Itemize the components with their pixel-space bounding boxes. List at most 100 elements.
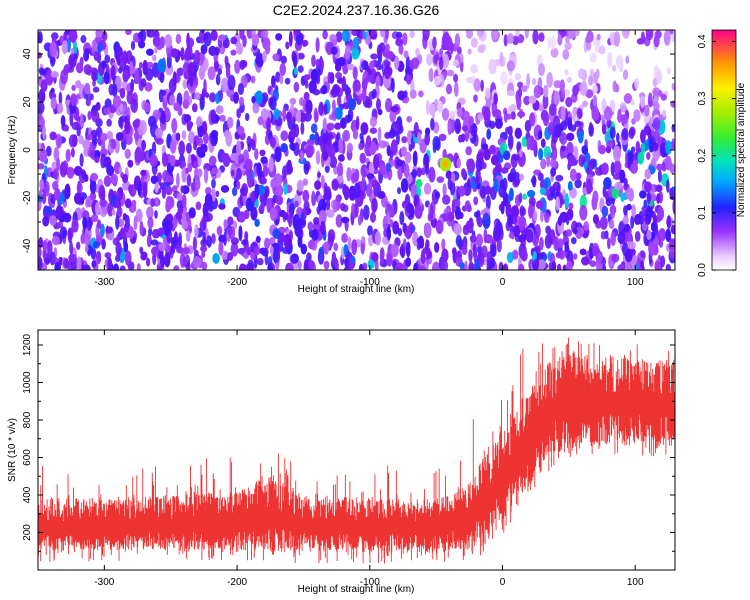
heatmap-cell	[509, 103, 517, 113]
heatmap-cell	[233, 91, 239, 104]
heatmap-cell	[418, 265, 426, 270]
heatmap-cell	[574, 30, 580, 37]
heatmap-cell	[270, 178, 276, 189]
heatmap-cell	[142, 182, 148, 198]
heatmap-cell	[125, 30, 132, 35]
heatmap-cell	[540, 158, 547, 170]
heatmap-cell	[158, 242, 166, 252]
heatmap-cell	[218, 34, 227, 41]
heatmap-cell	[496, 237, 502, 253]
heatmap-cell	[93, 50, 99, 61]
heatmap-cell	[130, 40, 136, 51]
heatmap-cell	[42, 124, 46, 140]
heatmap-cell	[456, 158, 461, 169]
heatmap-cell	[566, 132, 575, 141]
heatmap-cell	[460, 133, 466, 143]
y-tick-label: 600	[22, 449, 33, 466]
heatmap-cell	[603, 177, 612, 190]
heatmap-cell	[662, 109, 667, 118]
heatmap-cell	[348, 98, 356, 111]
heatmap-cell	[157, 58, 166, 73]
heatmap-cell	[193, 160, 199, 169]
heatmap-cell	[50, 71, 59, 78]
heatmap-cell	[342, 102, 350, 110]
heatmap-cell	[279, 73, 284, 85]
heatmap-cell	[52, 235, 60, 246]
heatmap-cell	[42, 240, 48, 251]
heatmap-cell	[473, 78, 481, 92]
heatmap-cell	[441, 107, 450, 121]
heatmap-cell	[432, 36, 437, 49]
heatmap-cell	[425, 99, 430, 116]
heatmap-x-label: Height of straight line (km)	[298, 284, 415, 295]
heatmap-cell	[155, 137, 164, 145]
heatmap-cell	[500, 201, 505, 215]
heatmap-cell	[557, 34, 563, 46]
heatmap-cell	[254, 148, 259, 160]
heatmap-cell	[589, 260, 597, 268]
heatmap-cell	[119, 265, 126, 270]
heatmap-cell	[297, 52, 305, 60]
heatmap-cell	[154, 197, 160, 207]
heatmap-cell	[588, 75, 594, 86]
heatmap-cell	[332, 199, 338, 213]
heatmap-cell	[345, 86, 351, 96]
heatmap-cell	[622, 69, 629, 81]
heatmap-cell	[533, 85, 542, 99]
heatmap-cell	[259, 149, 266, 156]
heatmap-cell	[454, 81, 459, 97]
heatmap-cell	[614, 181, 623, 191]
heatmap-cell	[197, 137, 204, 147]
heatmap-cell	[260, 201, 265, 215]
heatmap-cell	[212, 253, 220, 264]
heatmap-cell	[461, 168, 467, 179]
heatmap-cell	[197, 125, 204, 138]
heatmap-cell	[175, 33, 182, 44]
heatmap-cell	[196, 146, 203, 156]
heatmap-cell	[625, 250, 633, 263]
heatmap-cell	[613, 159, 622, 175]
heatmap-cell	[122, 213, 128, 221]
heatmap-cell	[192, 236, 197, 251]
heatmap-cell	[51, 36, 57, 44]
heatmap-cell	[176, 246, 184, 254]
heatmap-cell	[441, 259, 449, 270]
heatmap-cell	[313, 107, 318, 124]
heatmap-cell	[286, 159, 292, 174]
heatmap-cell	[648, 136, 654, 153]
y-tick-label: 20	[22, 96, 33, 108]
heatmap-cell	[550, 47, 559, 58]
heatmap-cell	[524, 120, 532, 133]
heatmap-cell	[402, 222, 407, 234]
heatmap-cell	[379, 164, 388, 175]
heatmap-cell	[363, 204, 370, 221]
heatmap-cell	[517, 81, 524, 89]
heatmap-cell	[550, 167, 556, 177]
heatmap-cell	[481, 162, 487, 170]
heatmap-cell	[226, 116, 234, 129]
heatmap-cell	[366, 74, 373, 83]
heatmap-cell	[311, 228, 319, 241]
heatmap-cell	[61, 40, 68, 55]
heatmap-cell	[505, 126, 511, 134]
heatmap-cell	[506, 251, 514, 264]
heatmap-cell	[344, 44, 351, 60]
heatmap-cell	[325, 198, 331, 211]
heatmap-cell	[503, 113, 513, 120]
heatmap-cell	[115, 241, 122, 256]
heatmap-cell	[605, 145, 612, 154]
heatmap-cell	[59, 226, 68, 239]
heatmap-cell	[640, 95, 645, 108]
heatmap-cell	[76, 241, 81, 250]
heatmap-cell	[532, 175, 537, 188]
heatmap-cell	[303, 259, 309, 270]
heatmap-cell	[495, 162, 502, 174]
heatmap-cell	[653, 101, 660, 111]
heatmap-cell	[643, 139, 651, 151]
heatmap-cell	[611, 253, 620, 263]
heatmap-cell	[546, 72, 553, 88]
heatmap-cell	[147, 30, 155, 38]
heatmap-cell	[283, 233, 292, 250]
heatmap-cell	[237, 83, 244, 95]
heatmap-cell	[652, 77, 658, 88]
